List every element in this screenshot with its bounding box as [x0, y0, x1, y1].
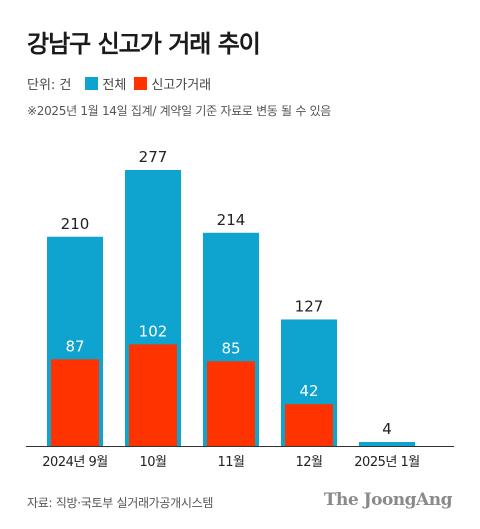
data-label-total: 214 [217, 211, 246, 229]
data-label-total: 277 [139, 148, 168, 166]
data-label-total: 4 [382, 420, 392, 438]
bar-new-high [51, 359, 99, 446]
legend-label-new-high: 신고가거래 [151, 78, 212, 93]
data-label-total: 210 [61, 215, 90, 233]
data-label-total: 127 [295, 297, 324, 315]
chart-title: 강남구 신고가 거래 추이 [27, 30, 261, 58]
bar-new-high [285, 404, 333, 446]
legend-item-total: 전체 [85, 74, 126, 93]
bar-new-high [207, 361, 255, 446]
x-tick-label: 11월 [217, 455, 244, 470]
data-label-new-high: 85 [221, 339, 240, 357]
legend: 단위: 건 전체 신고가거래 [27, 74, 219, 93]
x-tick-label: 2025년 1월 [354, 455, 419, 470]
bar-total [359, 442, 415, 446]
legend-label-total: 전체 [102, 78, 127, 93]
legend-item-new-high: 신고가거래 [134, 74, 211, 93]
unit-label: 단위: 건 [27, 78, 72, 93]
x-tick-label: 12월 [295, 455, 322, 470]
legend-swatch-total [85, 77, 99, 90]
data-label-new-high: 87 [65, 337, 84, 355]
brand-logo: The JoongAng [323, 490, 453, 510]
data-label-new-high: 42 [299, 382, 318, 400]
footnote: ※2025년 1월 14일 집계/ 계약일 기준 자료로 변동 될 수 있음 [27, 104, 332, 118]
legend-swatch-new-high [134, 77, 148, 90]
x-tick-label: 2024년 9월 [42, 455, 107, 470]
source-note: 자료: 직방·국토부 실거래가공개시스템 [27, 496, 214, 510]
bar-new-high [129, 344, 177, 446]
data-label-new-high: 102 [139, 322, 168, 340]
x-tick-label: 10월 [139, 455, 166, 470]
